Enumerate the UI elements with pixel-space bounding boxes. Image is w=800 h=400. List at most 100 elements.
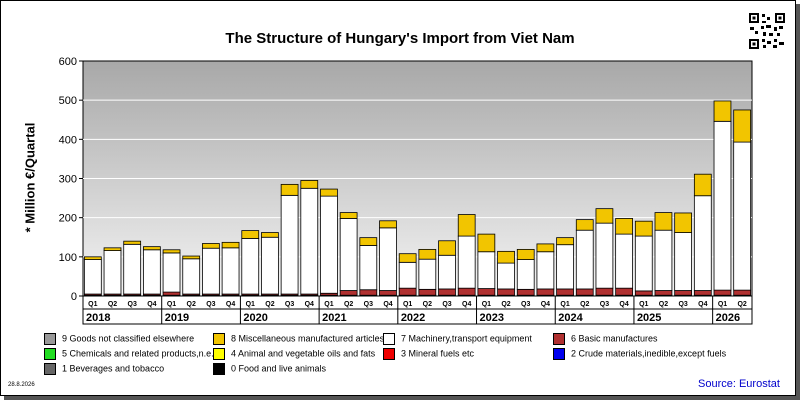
- bar-segment: [693, 173, 712, 197]
- legend-label: 7 Machinery,transport equipment: [401, 333, 532, 344]
- legend-item: 9 Goods not classified elsewhere: [44, 333, 194, 345]
- x-tick-label: Q3: [285, 301, 294, 308]
- x-tick-label: Q1: [246, 301, 255, 308]
- bar-segment: [536, 251, 555, 290]
- bar-segment: [83, 259, 102, 295]
- legend-item: 0 Food and live animals: [213, 363, 326, 375]
- x-tick-label: Q4: [619, 301, 628, 308]
- bar-segment: [83, 256, 102, 260]
- year-label: 2019: [165, 312, 189, 324]
- bar-segment: [379, 227, 397, 291]
- year-label: 2021: [322, 312, 346, 324]
- bar-segment: [634, 220, 653, 237]
- bar-segment: [595, 208, 614, 224]
- legend-swatch: [553, 333, 565, 345]
- legend-swatch: [44, 333, 56, 345]
- x-tick-label: Q1: [482, 301, 491, 308]
- legend-item: 5 Chemicals and related products,n.e.s.: [44, 348, 221, 360]
- x-tick-label: Q2: [423, 301, 432, 308]
- bar-segment: [615, 218, 633, 235]
- bar-segment: [733, 289, 752, 296]
- bar-segment: [359, 289, 378, 296]
- legend-item: 2 Crude materials,inedible,except fuels: [553, 348, 726, 360]
- x-tick-label: Q3: [206, 301, 215, 308]
- legend-label: 5 Chemicals and related products,n.e.s.: [62, 348, 221, 359]
- x-tick-label: Q3: [442, 301, 451, 308]
- bar-segment: [595, 287, 614, 296]
- bar-segment: [143, 249, 161, 295]
- x-tick-label: Q1: [560, 301, 569, 308]
- x-tick-label: Q3: [364, 301, 373, 308]
- x-tick-label: Q4: [462, 301, 471, 308]
- bar-segment: [241, 238, 260, 295]
- bar-segment: [674, 212, 692, 233]
- bar-segment: [457, 235, 476, 289]
- bar-segment: [536, 243, 555, 253]
- legend-label: 9 Goods not classified elsewhere: [62, 333, 195, 344]
- bar-segment: [457, 214, 476, 237]
- x-tick-label: Q1: [639, 301, 648, 308]
- bar-segment: [713, 120, 732, 291]
- bar-segment: [693, 290, 712, 296]
- bar-segment: [261, 232, 279, 238]
- x-tick-label: Q4: [147, 301, 156, 308]
- x-tick-label: Q2: [108, 301, 117, 308]
- legend-item: 6 Basic manufactures: [553, 333, 658, 345]
- bar-segment: [438, 240, 456, 256]
- x-tick-label: Q4: [226, 301, 235, 308]
- bar-segment: [477, 233, 496, 253]
- x-tick-label: Q2: [344, 301, 353, 308]
- legend-swatch: [213, 348, 225, 360]
- legend-label: 1 Beverages and tobacco: [62, 363, 165, 374]
- bar-segment: [379, 220, 397, 229]
- bar-segment: [575, 229, 594, 290]
- legend-swatch: [553, 348, 565, 360]
- year-label: 2023: [480, 312, 504, 324]
- bar-segment: [320, 195, 338, 294]
- bar-segment: [477, 288, 496, 296]
- bar-segment: [536, 288, 555, 296]
- bar-segment: [674, 290, 692, 296]
- bar-segment: [693, 195, 712, 291]
- bar-segment: [123, 243, 142, 295]
- bar-segment: [516, 248, 535, 260]
- bar-segment: [438, 288, 456, 296]
- year-label: 2024: [558, 312, 583, 324]
- bar-segment: [615, 233, 633, 289]
- bar-segment: [162, 249, 181, 254]
- legend-label: 8 Miscellaneous manufactured articles: [231, 333, 385, 344]
- legend-label: 0 Food and live animals: [231, 363, 327, 374]
- bar-segment: [654, 212, 673, 231]
- x-tick-label: Q3: [600, 301, 609, 308]
- x-tick-label: Q1: [167, 301, 176, 308]
- bar-segment: [359, 237, 378, 246]
- date-stamp: 28.8.2026: [8, 382, 35, 388]
- bar-segment: [359, 245, 378, 291]
- chart-title: The Structure of Hungary's Import from V…: [225, 30, 575, 47]
- year-label: 2018: [86, 312, 110, 324]
- x-tick-label: Q2: [659, 301, 668, 308]
- bar-segment: [497, 288, 515, 296]
- bar-segment: [280, 194, 299, 295]
- legend-swatch: [213, 333, 225, 345]
- y-tick-label: 100: [59, 252, 77, 264]
- bar-segment: [182, 255, 201, 260]
- bar-segment: [556, 244, 574, 290]
- bar-segment: [733, 141, 752, 291]
- bar-segment: [339, 218, 358, 291]
- bar-segment: [202, 247, 220, 295]
- year-label: 2022: [401, 312, 425, 324]
- bar-segment: [615, 287, 633, 296]
- bar-segment: [339, 212, 358, 219]
- source-note: Source: Eurostat: [698, 378, 780, 390]
- bar-segment: [556, 288, 574, 296]
- bar-segment: [143, 246, 161, 251]
- bar-segment: [261, 236, 279, 295]
- bar-segment: [123, 240, 142, 245]
- legend-label: 3 Mineral fuels etc: [401, 348, 475, 359]
- bar-segment: [733, 109, 752, 143]
- bar-segment: [556, 237, 574, 246]
- x-tick-label: Q4: [383, 301, 392, 308]
- bar-segment: [457, 287, 476, 296]
